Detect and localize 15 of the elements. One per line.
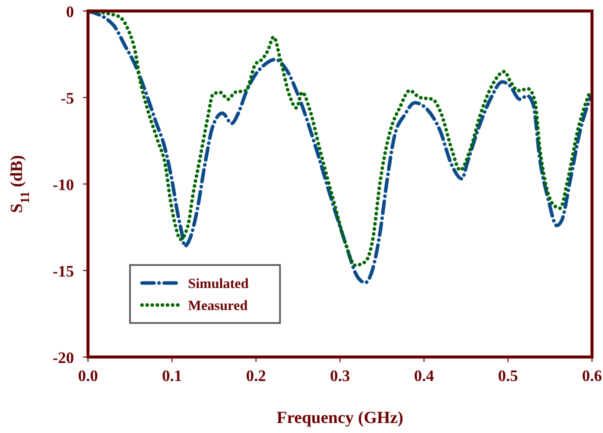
x-tick-label: 0.5	[498, 368, 518, 385]
x-tick-label: 0.3	[330, 368, 350, 385]
y-tick-label: -10	[52, 177, 74, 194]
legend-label: Simulated	[188, 277, 249, 292]
y-tick-label: -20	[52, 350, 74, 367]
y-tick-label: -5	[60, 90, 74, 108]
x-axis-title: Frequency (GHz)	[276, 408, 404, 427]
y-tick-label: -15	[52, 264, 74, 280]
x-tick-label: 0.4	[414, 368, 434, 385]
y-tick-label: 0	[66, 4, 74, 21]
x-tick-label: 0.0	[78, 368, 98, 385]
x-tick-label: 0.2	[246, 368, 266, 385]
x-tick-label: 0.1	[162, 368, 182, 385]
legend-label: Measured	[188, 299, 248, 314]
x-tick-label: 0.6	[582, 368, 602, 385]
